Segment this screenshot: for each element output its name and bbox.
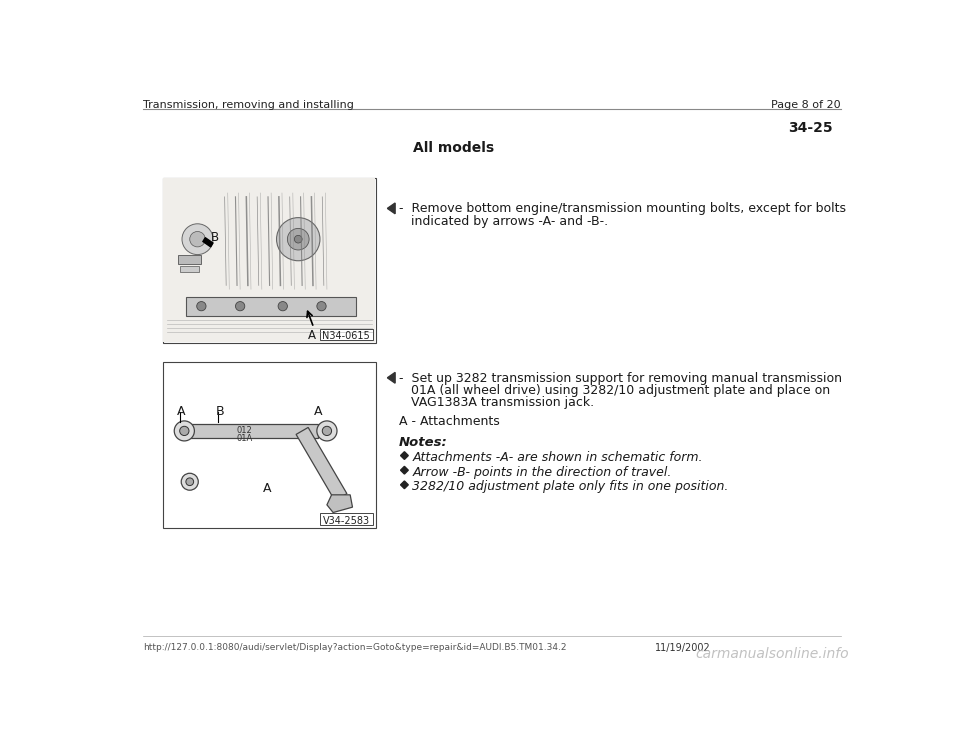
Polygon shape <box>388 372 396 383</box>
Text: A: A <box>263 482 272 495</box>
Text: 3282/10 adjustment plate only fits in one position.: 3282/10 adjustment plate only fits in on… <box>412 480 729 493</box>
Text: A: A <box>177 404 185 418</box>
Circle shape <box>276 217 320 260</box>
Text: 01A (all wheel drive) using 3282/10 adjustment plate and place on: 01A (all wheel drive) using 3282/10 adju… <box>399 384 830 397</box>
Text: B: B <box>210 231 219 243</box>
Circle shape <box>186 478 194 485</box>
Text: http://127.0.0.1:8080/audi/servlet/Display?action=Goto&type=repair&id=AUDI.B5.TM: http://127.0.0.1:8080/audi/servlet/Displ… <box>143 643 566 652</box>
Text: Page 8 of 20: Page 8 of 20 <box>771 100 841 110</box>
Circle shape <box>190 232 205 247</box>
Text: N34-0615: N34-0615 <box>323 331 371 341</box>
Circle shape <box>287 229 309 250</box>
Text: Attachments -A- are shown in schematic form.: Attachments -A- are shown in schematic f… <box>412 451 703 464</box>
Text: A - Attachments: A - Attachments <box>399 415 500 427</box>
Text: Arrow -B- points in the direction of travel.: Arrow -B- points in the direction of tra… <box>412 465 672 479</box>
Text: 34-25: 34-25 <box>788 122 833 135</box>
Polygon shape <box>296 427 347 501</box>
Bar <box>162 362 375 528</box>
Bar <box>163 178 375 342</box>
Bar <box>186 297 356 316</box>
Text: -  Set up 3282 transmission support for removing manual transmission: - Set up 3282 transmission support for r… <box>399 372 842 384</box>
Text: 11/19/2002: 11/19/2002 <box>655 643 710 654</box>
Text: All models: All models <box>413 142 493 155</box>
Text: VAG1383A transmission jack.: VAG1383A transmission jack. <box>399 396 594 410</box>
Text: V34-2583: V34-2583 <box>323 516 370 525</box>
Text: Transmission, removing and installing: Transmission, removing and installing <box>143 100 354 110</box>
Polygon shape <box>327 495 352 513</box>
Circle shape <box>235 301 245 311</box>
Circle shape <box>180 427 189 436</box>
Text: A: A <box>308 329 317 342</box>
Circle shape <box>181 473 199 490</box>
Text: carmanualsonline.info: carmanualsonline.info <box>695 646 849 660</box>
Bar <box>180 266 199 272</box>
Polygon shape <box>400 466 408 474</box>
Text: A: A <box>314 404 323 418</box>
Text: indicated by arrows -A- and -B-.: indicated by arrows -A- and -B-. <box>399 214 608 228</box>
Circle shape <box>175 421 194 441</box>
Text: 012: 012 <box>236 427 252 436</box>
Circle shape <box>317 301 326 311</box>
Circle shape <box>182 224 213 255</box>
Circle shape <box>295 235 302 243</box>
Polygon shape <box>400 452 408 459</box>
Polygon shape <box>203 237 213 247</box>
Bar <box>320 329 372 340</box>
Polygon shape <box>400 481 408 489</box>
Circle shape <box>317 421 337 441</box>
Circle shape <box>278 301 287 311</box>
Circle shape <box>197 301 206 311</box>
Bar <box>162 177 375 343</box>
Bar <box>179 255 202 264</box>
Bar <box>320 513 372 525</box>
Text: Notes:: Notes: <box>399 436 447 450</box>
Polygon shape <box>388 203 396 214</box>
Text: -  Remove bottom engine/transmission mounting bolts, except for bolts: - Remove bottom engine/transmission moun… <box>399 203 846 215</box>
Polygon shape <box>190 424 318 438</box>
Text: B: B <box>215 404 224 418</box>
Circle shape <box>323 427 331 436</box>
Text: 01A: 01A <box>236 434 252 443</box>
